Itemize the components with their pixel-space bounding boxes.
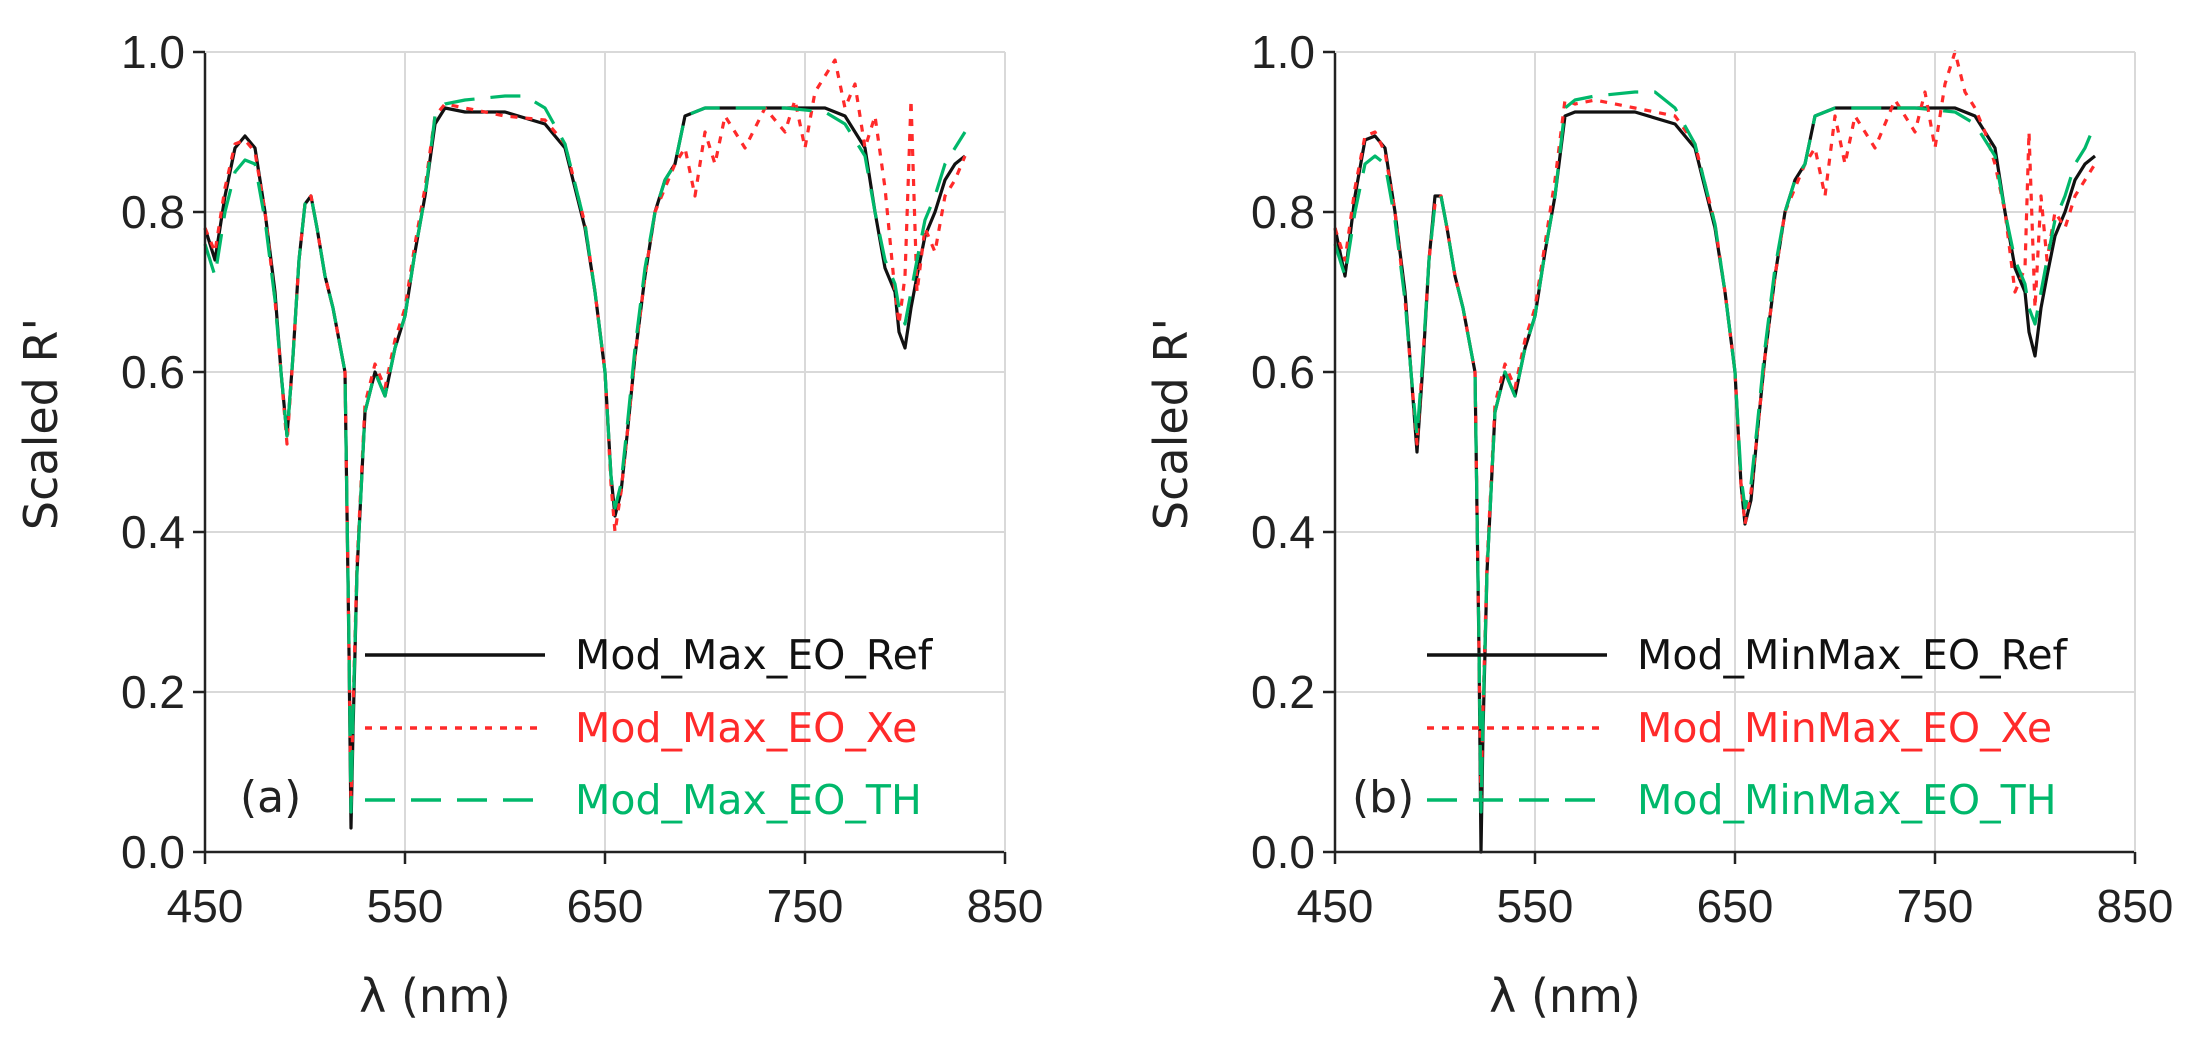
chart-panel-a: 450 550 650 750 850 0.0 0.2 0.4 0.6 0.8 1.0 Mod_Ma…	[14, 26, 1043, 1023]
axes: 450 550 650 750 850 0.0 0.2 0.4 0.6 0.8 1.0	[1251, 26, 2173, 932]
plot-area	[203, 58, 967, 830]
y-tick-label: 0.4	[121, 506, 185, 558]
legend-label: Mod_Max_EO_Xe	[575, 704, 917, 752]
y-axis-title: Scaled R'	[1144, 318, 1198, 530]
y-tick-label: 1.0	[121, 26, 185, 78]
axes: 450 550 650 750 850 0.0 0.2 0.4 0.6 0.8 1.0	[121, 26, 1043, 932]
legend: Mod_Max_EO_Ref Mod_Max_EO_Xe Mod_Max_EO_TH	[365, 631, 934, 824]
series-line-dashed	[203, 94, 967, 814]
legend: Mod_MinMax_EO_Ref Mod_MinMax_EO_Xe Mod_Min…	[1427, 631, 2069, 824]
series-line-dashed	[1333, 90, 2097, 814]
x-axis-title: λ (nm)	[359, 969, 511, 1023]
y-tick-label: 0.6	[1251, 346, 1315, 398]
x-tick-label: 850	[967, 880, 1044, 932]
legend-label: Mod_MinMax_EO_Ref	[1637, 631, 2069, 679]
legend-label: Mod_MinMax_EO_Xe	[1637, 704, 2052, 752]
y-tick-label: 0.0	[1251, 826, 1315, 878]
x-tick-label: 550	[1497, 880, 1574, 932]
grid	[1335, 52, 2135, 852]
y-tick-label: 0.0	[121, 826, 185, 878]
x-tick-label: 650	[567, 880, 644, 932]
y-axis-title: Scaled R'	[14, 318, 68, 530]
y-tick-label: 0.4	[1251, 506, 1315, 558]
x-tick-label: 450	[167, 880, 244, 932]
legend-label: Mod_Max_EO_Ref	[575, 631, 934, 679]
y-tick-label: 0.2	[121, 666, 185, 718]
legend-label: Mod_Max_EO_TH	[575, 776, 922, 824]
plot-area	[1333, 50, 2097, 854]
chart-panel-b: 450 550 650 750 850 0.0 0.2 0.4 0.6 0.8 1.0 Mod_Mi…	[1144, 26, 2173, 1023]
x-tick-label: 750	[1897, 880, 1974, 932]
x-tick-label: 850	[2097, 880, 2174, 932]
x-tick-label: 450	[1297, 880, 1374, 932]
panel-label: (a)	[240, 772, 301, 823]
panel-label: (b)	[1352, 772, 1414, 823]
x-tick-label: 750	[767, 880, 844, 932]
y-tick-label: 0.8	[1251, 186, 1315, 238]
x-axis-title: λ (nm)	[1489, 969, 1641, 1023]
legend-label: Mod_MinMax_EO_TH	[1637, 776, 2057, 824]
x-tick-label: 650	[1697, 880, 1774, 932]
y-tick-label: 1.0	[1251, 26, 1315, 78]
y-tick-label: 0.2	[1251, 666, 1315, 718]
x-tick-label: 550	[367, 880, 444, 932]
y-tick-label: 0.8	[121, 186, 185, 238]
y-tick-label: 0.6	[121, 346, 185, 398]
